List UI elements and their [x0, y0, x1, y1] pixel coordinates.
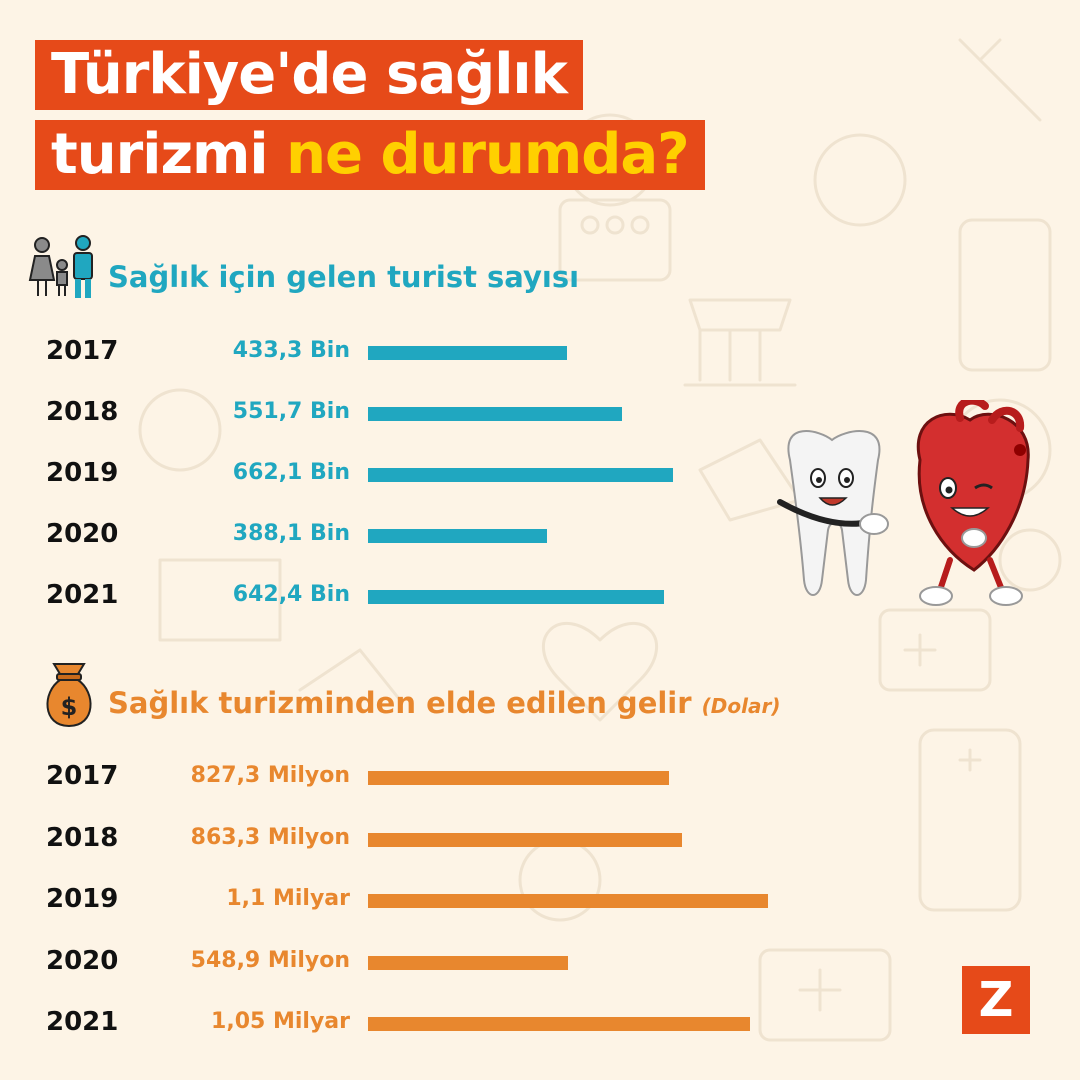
section2-title-text: Sağlık turizminden elde edilen gelir [108, 686, 692, 720]
year-label: 2020 [46, 519, 119, 549]
section2-title: Sağlık turizminden elde edilen gelir (Do… [108, 686, 781, 720]
bar [368, 832, 682, 847]
title-text-1: Türkiye'de sağlık [51, 42, 568, 107]
section2-unit: (Dolar) [701, 694, 781, 718]
value-label: 642,4 Bin [232, 582, 350, 607]
title-highlight: ne durumda? [286, 122, 689, 187]
year-label: 2018 [46, 397, 119, 427]
section1-title: Sağlık için gelen turist sayısı [108, 260, 580, 294]
bar [368, 346, 567, 360]
bar [368, 771, 669, 785]
year-label: 2019 [46, 458, 119, 488]
bar [368, 955, 568, 970]
value-label: 1,05 Milyar [211, 1009, 350, 1034]
money-bag-icon: $ [46, 663, 92, 728]
year-label: 2021 [46, 580, 119, 610]
year-label: 2017 [46, 761, 119, 791]
bar [368, 1017, 750, 1031]
year-label: 2018 [46, 822, 119, 853]
value-label: 662,1 Bin [232, 460, 350, 485]
value-label: 433,3 Bin [232, 338, 350, 363]
bar [368, 529, 547, 543]
title-line-1: Türkiye'de sağlık [35, 40, 583, 110]
bar [368, 468, 673, 482]
value-label: 827,3 Milyon [190, 763, 350, 788]
value-label: 388,1 Bin [232, 521, 350, 546]
value-label: 1,1 Milyar [226, 886, 350, 911]
bar [368, 407, 622, 421]
year-label: 2019 [46, 884, 119, 914]
logo-badge: Z [962, 966, 1030, 1034]
value-label: 551,7 Bin [232, 399, 350, 424]
title-text-2: turizmi [51, 122, 269, 187]
value-label: 548,9 Milyon [190, 947, 350, 973]
value-label: 863,3 Milyon [190, 824, 350, 850]
year-label: 2020 [46, 945, 119, 976]
svg-text:$: $ [61, 693, 78, 721]
family-icon [28, 235, 93, 298]
tooth-heart-mascot-icon [777, 400, 1030, 606]
year-label: 2021 [46, 1007, 119, 1037]
bar [368, 590, 664, 604]
bar [368, 894, 768, 908]
title-line-2: turizmi ne durumda? [35, 120, 705, 190]
year-label: 2017 [46, 336, 119, 366]
